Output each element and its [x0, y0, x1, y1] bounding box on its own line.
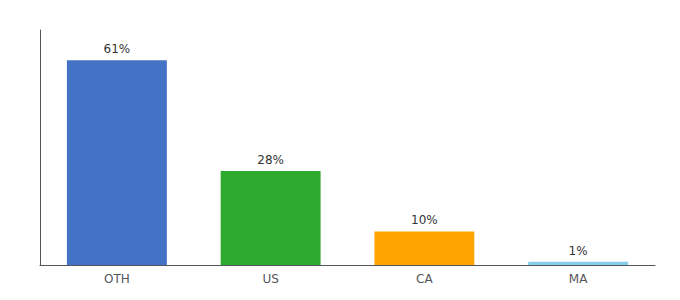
svg-text:28%: 28%	[257, 153, 284, 167]
svg-text:10%: 10%	[411, 213, 438, 227]
svg-text:OTH: OTH	[104, 272, 130, 286]
svg-text:61%: 61%	[104, 42, 131, 56]
svg-text:MA: MA	[569, 272, 588, 286]
svg-text:1%: 1%	[569, 244, 588, 258]
svg-text:CA: CA	[416, 272, 433, 286]
svg-text:US: US	[262, 272, 278, 286]
